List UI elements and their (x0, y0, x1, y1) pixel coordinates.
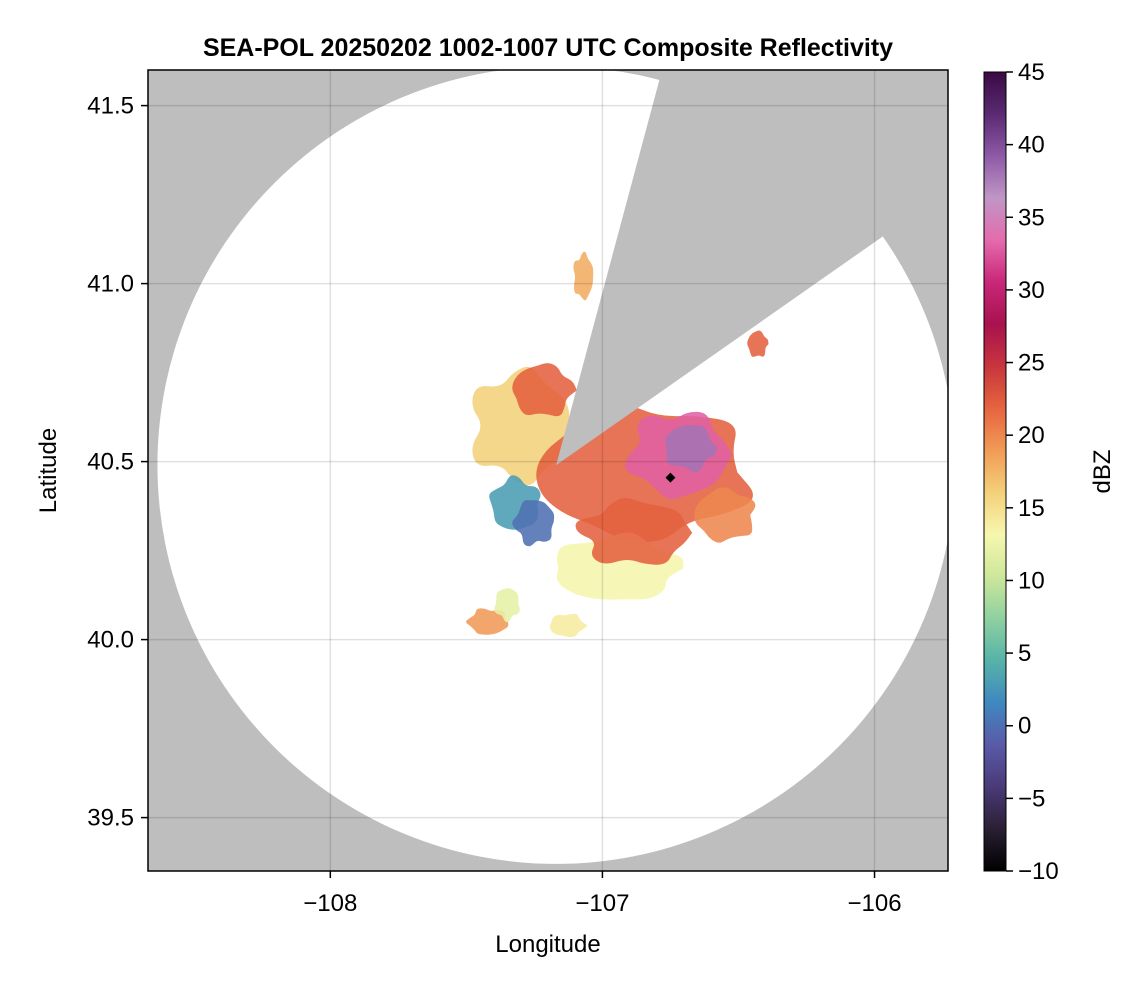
echo-southeast-tail (694, 487, 756, 543)
y-tick-label: 40.5 (87, 449, 134, 476)
echo-inner-core (665, 425, 718, 473)
echo-northeast-cell (747, 330, 769, 357)
colorbar-tick-label: 0 (1018, 713, 1031, 740)
x-axis-ticks: −108 −107 −106 (303, 871, 902, 917)
plot-area (147, 69, 949, 872)
colorbar-ticks: −10 −5 0 5 10 15 20 25 30 35 40 45 (1006, 59, 1059, 885)
echo-north-cell (573, 251, 594, 301)
colorbar-tick-label: −10 (1018, 858, 1059, 885)
y-axis-ticks: 39.5 40.0 40.5 41.0 41.5 (87, 93, 148, 832)
x-tick-label: −107 (575, 890, 629, 917)
colorbar-scale (983, 71, 1007, 872)
y-tick-label: 41.5 (87, 93, 134, 120)
colorbar-tick-label: 40 (1018, 132, 1045, 159)
colorbar-tick-label: 30 (1018, 277, 1045, 304)
y-tick-label: 39.5 (87, 805, 134, 832)
y-axis-label: Latitude (35, 428, 62, 513)
station-marker (665, 472, 676, 483)
colorbar-tick-label: 45 (1018, 59, 1045, 86)
plot-frame (147, 69, 949, 872)
colorbar-tick-label: 35 (1018, 204, 1045, 231)
x-tick-label: −106 (847, 890, 901, 917)
colorbar-tick-label: −5 (1018, 785, 1045, 812)
grid-lines (148, 70, 948, 871)
blocked-wedge (556, 70, 948, 466)
colorbar-tick-label: 20 (1018, 422, 1045, 449)
echo-northwest-cell (512, 363, 577, 417)
echo-south-mid (575, 498, 693, 565)
echo-sw-cell-b (494, 588, 520, 623)
colorbar-tick-label: 25 (1018, 350, 1045, 377)
echo-sw-cell-a (466, 608, 509, 635)
colorbar-label: dBZ (1089, 449, 1116, 493)
colorbar-tick-label: 15 (1018, 495, 1045, 522)
y-tick-label: 40.0 (87, 627, 134, 654)
blocked-sector (556, 70, 948, 466)
colorbar-tick-label: 10 (1018, 567, 1045, 594)
chart-title: SEA-POL 20250202 1002-1007 UTC Composite… (203, 34, 893, 62)
x-axis-label: Longitude (495, 931, 600, 958)
echo-field (466, 251, 769, 638)
x-tick-label: −108 (303, 890, 357, 917)
echo-southwest-blue-2 (512, 500, 555, 547)
y-tick-label: 41.0 (87, 271, 134, 298)
colorbar-tick-label: 5 (1018, 640, 1031, 667)
colorbar: −10 −5 0 5 10 15 20 25 30 35 40 45 dBZ (983, 59, 1116, 885)
echo-sw-cell-c (549, 613, 588, 638)
